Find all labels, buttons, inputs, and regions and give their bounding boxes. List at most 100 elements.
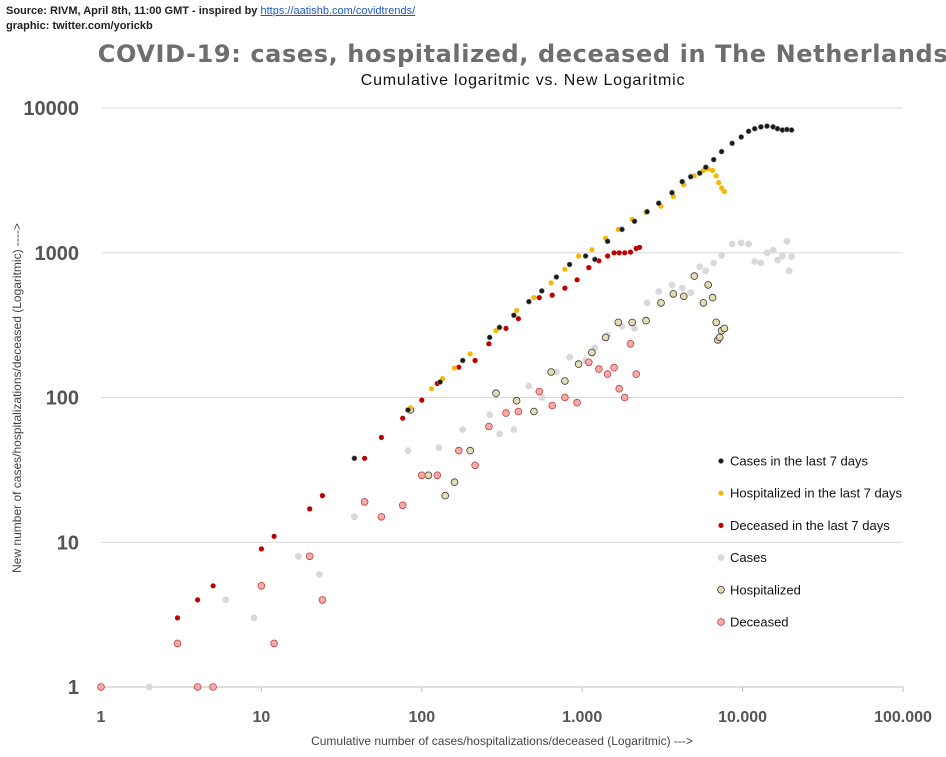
data-point — [566, 353, 573, 361]
data-point — [437, 379, 443, 385]
data-point — [97, 683, 105, 691]
data-point — [319, 493, 325, 499]
data-point — [620, 393, 629, 402]
data-point — [454, 446, 463, 455]
data-point — [745, 240, 752, 248]
data-point — [405, 407, 411, 413]
data-point — [492, 389, 500, 398]
data-point — [622, 250, 628, 256]
data-point — [783, 237, 791, 245]
data-point — [713, 173, 719, 179]
x-tick-label: 1.000 — [562, 709, 602, 726]
legend-marker — [717, 618, 725, 626]
data-point — [486, 334, 493, 341]
legend-label: Cases — [730, 550, 767, 565]
data-point — [702, 164, 709, 171]
data-point — [687, 173, 694, 180]
source-link[interactable]: https://aatishb.com/covidtrends/ — [260, 5, 416, 17]
data-point — [307, 506, 313, 512]
data-point — [605, 253, 611, 259]
data-point — [535, 387, 544, 396]
data-point — [493, 328, 499, 334]
x-tick-label: 100.000 — [874, 709, 932, 726]
data-points — [97, 123, 795, 691]
source-text: Source: RIVM, April 8th, 11:00 GMT - ins… — [6, 5, 261, 17]
data-point — [582, 253, 589, 259]
data-point — [514, 307, 520, 313]
data-point — [377, 512, 386, 521]
data-point — [721, 188, 728, 195]
data-point — [696, 263, 704, 271]
y-tick-label: 100 — [46, 388, 79, 410]
data-point — [715, 333, 724, 342]
data-point — [472, 357, 478, 364]
data-point — [716, 180, 722, 186]
legend-label: Deceased in the last 7 days — [730, 518, 890, 533]
data-point — [655, 200, 662, 207]
data-point — [441, 491, 450, 500]
data-point — [588, 348, 596, 357]
data-point — [710, 156, 717, 163]
data-point — [525, 382, 533, 390]
data-point — [584, 358, 593, 367]
data-point — [592, 256, 598, 263]
legend-marker — [718, 522, 724, 529]
data-point — [316, 571, 323, 578]
y-axis-label: New number of cases/hospitalizations/dec… — [10, 223, 24, 573]
data-point — [696, 170, 703, 176]
source-note: Source: RIVM, April 8th, 11:00 GMT - ins… — [6, 4, 415, 34]
x-tick-label: 100 — [408, 709, 435, 726]
data-point — [718, 148, 725, 155]
data-point — [450, 478, 459, 487]
data-point — [318, 596, 327, 604]
data-point — [611, 250, 617, 256]
data-point — [720, 324, 729, 333]
data-point — [378, 434, 384, 440]
legend-label: Hospitalized in the last 7 days — [730, 486, 902, 501]
data-point — [758, 124, 764, 130]
data-point — [548, 401, 556, 410]
series-dec7 — [174, 244, 643, 621]
data-point — [679, 178, 686, 185]
data-point — [616, 250, 622, 256]
data-point — [362, 455, 368, 461]
legend-item-hosp7: Hospitalized in the last 7 days — [718, 486, 902, 501]
data-point — [515, 316, 522, 322]
data-point — [626, 339, 635, 348]
y-tick-label: 10 — [57, 532, 79, 554]
data-point — [209, 683, 217, 691]
data-point — [728, 240, 736, 248]
data-point — [514, 407, 523, 416]
data-point — [788, 127, 795, 133]
data-point — [642, 316, 650, 325]
data-point — [295, 552, 302, 560]
data-point — [526, 298, 532, 305]
legend-marker — [717, 554, 725, 561]
data-point — [502, 409, 510, 417]
data-point — [562, 266, 568, 272]
data-point — [576, 253, 582, 259]
data-point — [456, 364, 462, 370]
data-point — [271, 533, 277, 539]
legend-item-dec7: Deceased in the last 7 days — [718, 518, 890, 533]
data-point — [174, 615, 181, 621]
data-point — [435, 444, 443, 452]
legend-item-cases7: Cases in the last 7 days — [718, 454, 869, 469]
data-point — [788, 253, 795, 260]
legend-marker — [718, 490, 724, 496]
data-point — [712, 318, 720, 327]
series-hosp — [406, 272, 729, 500]
data-point — [628, 318, 636, 327]
data-point — [305, 552, 314, 561]
data-point — [784, 126, 790, 133]
data-point — [428, 386, 435, 392]
data-point — [764, 123, 770, 129]
data-point — [538, 394, 546, 401]
data-point — [400, 415, 406, 421]
data-point — [779, 252, 786, 260]
data-point — [679, 292, 688, 301]
y-tick-label: 1000 — [35, 243, 80, 265]
legend-item-hosp: Hospitalized — [717, 582, 801, 597]
data-point — [566, 261, 573, 268]
